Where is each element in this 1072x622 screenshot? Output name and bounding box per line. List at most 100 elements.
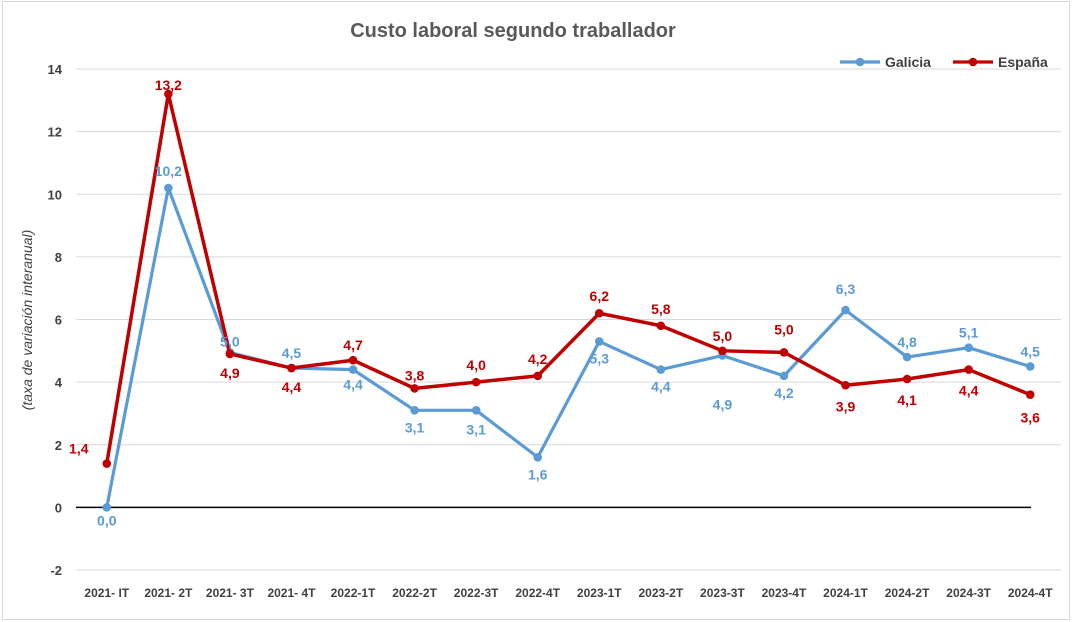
- data-point: [964, 343, 973, 352]
- y-tick-label: 0: [55, 500, 62, 515]
- data-label: 13,2: [155, 77, 182, 93]
- data-label: 4,2: [528, 351, 548, 367]
- series-lines: [102, 89, 1035, 512]
- data-point: [902, 374, 912, 384]
- data-point: [779, 348, 789, 357]
- data-point: [102, 459, 112, 468]
- y-axis-label: (taxa de variación interanual): [19, 230, 35, 411]
- data-point: [471, 406, 481, 415]
- data-label: 4,7: [343, 337, 363, 353]
- data-point: [594, 308, 604, 318]
- legend-marker: [968, 57, 978, 67]
- data-point: [656, 321, 666, 331]
- data-point: [533, 452, 543, 462]
- data-point: [841, 305, 850, 315]
- data-point: [348, 355, 358, 365]
- legend: Galicia España: [840, 54, 1048, 70]
- data-label: 4,0: [466, 357, 486, 373]
- data-label: 5,0: [713, 328, 733, 344]
- data-point: [594, 337, 604, 346]
- data-label: 3,8: [405, 367, 425, 383]
- data-point: [533, 371, 543, 381]
- series-line-espana: [105, 92, 1031, 464]
- x-tick-label: 2021- IT: [84, 586, 129, 600]
- data-label: 1,6: [528, 466, 548, 482]
- data-point: [225, 349, 235, 359]
- data-point: [164, 89, 173, 99]
- x-tick-label: 2024-1T: [823, 586, 868, 600]
- data-label: 4,1: [897, 392, 917, 408]
- data-point: [1025, 362, 1035, 371]
- data-point: [779, 371, 789, 381]
- data-label: 5,8: [651, 301, 671, 317]
- data-label: 4,4: [651, 379, 671, 395]
- y-tick-label: 4: [55, 375, 63, 390]
- x-tick-label: 2023-1T: [577, 586, 622, 600]
- data-point: [841, 380, 850, 390]
- y-tick-label: 10: [48, 187, 62, 202]
- data-label: 4,8: [897, 334, 917, 350]
- data-label: 3,6: [1020, 410, 1040, 426]
- x-tick-label: 2023-4T: [762, 586, 807, 600]
- y-axis-ticks: -2 0 2 4 6 8 10 12 14: [48, 62, 63, 578]
- data-label: 4,2: [774, 385, 794, 401]
- legend-label: España: [998, 54, 1048, 70]
- x-tick-label: 2023-3T: [700, 586, 745, 600]
- gridlines: [76, 68, 1061, 571]
- data-labels: 0,0 10,2 5,0 4,5 4,4 3,1 3,1 1,6 5,3 4,4 4,9 4,2 6,3…: [69, 77, 1040, 528]
- data-label: 5,3: [590, 350, 610, 366]
- x-tick-label: 2022-3T: [454, 586, 499, 600]
- x-tick-label: 2024-2T: [885, 586, 930, 600]
- data-point: [902, 352, 912, 362]
- data-label: 5,0: [774, 321, 794, 337]
- data-point: [348, 365, 358, 374]
- x-tick-label: 2024-3T: [946, 586, 991, 600]
- data-label: 6,2: [590, 288, 610, 304]
- data-label: 10,2: [155, 163, 182, 179]
- series-line-galicia: [105, 186, 1031, 508]
- data-label: 3,1: [466, 421, 486, 437]
- x-tick-label: 2022-2T: [392, 586, 437, 600]
- y-tick-label: 8: [55, 250, 62, 265]
- data-point: [718, 346, 727, 356]
- x-axis-ticks: 2021- IT 2021- 2T 2021- 3T 2021- 4T 2022-1T 2…: [84, 586, 1053, 600]
- data-point: [287, 363, 296, 373]
- line-chart: Custo laboral segundo traballador (taxa …: [19, 20, 1061, 600]
- data-label: 3,9: [836, 398, 856, 414]
- x-tick-label: 2022-1T: [331, 586, 376, 600]
- data-point: [102, 503, 112, 512]
- data-label: 4,4: [282, 379, 302, 395]
- x-tick-label: 2022-4T: [515, 586, 560, 600]
- x-tick-label: 2024-4T: [1008, 586, 1053, 600]
- data-label: 5,0: [220, 333, 240, 349]
- data-label: 4,4: [959, 383, 979, 399]
- data-point: [164, 183, 173, 193]
- data-label: 3,1: [405, 419, 425, 435]
- data-label: 5,1: [959, 325, 979, 341]
- data-point: [656, 365, 666, 374]
- data-label: 4,5: [282, 345, 302, 361]
- legend-marker: [855, 57, 865, 67]
- y-tick-label: 14: [48, 62, 63, 77]
- data-point: [964, 365, 973, 374]
- data-label: 4,9: [220, 365, 240, 381]
- legend-label: Galicia: [885, 54, 931, 70]
- data-point: [410, 406, 419, 415]
- x-tick-label: 2021- 2T: [144, 586, 193, 600]
- x-tick-label: 2021- 3T: [206, 586, 255, 600]
- data-point: [1025, 390, 1035, 399]
- x-tick-label: 2021- 4T: [267, 586, 316, 600]
- data-label: 1,4: [69, 441, 89, 457]
- y-tick-label: -2: [50, 563, 62, 578]
- y-tick-label: 6: [55, 313, 62, 328]
- data-label: 6,3: [836, 281, 856, 297]
- data-label: 0,0: [97, 512, 117, 528]
- data-label: 4,4: [343, 377, 363, 393]
- data-label: 4,5: [1020, 343, 1040, 359]
- y-tick-label: 12: [48, 125, 62, 140]
- y-tick-label: 2: [55, 438, 62, 453]
- data-label: 4,9: [713, 397, 733, 413]
- data-point: [471, 377, 481, 387]
- x-tick-label: 2023-2T: [638, 586, 683, 600]
